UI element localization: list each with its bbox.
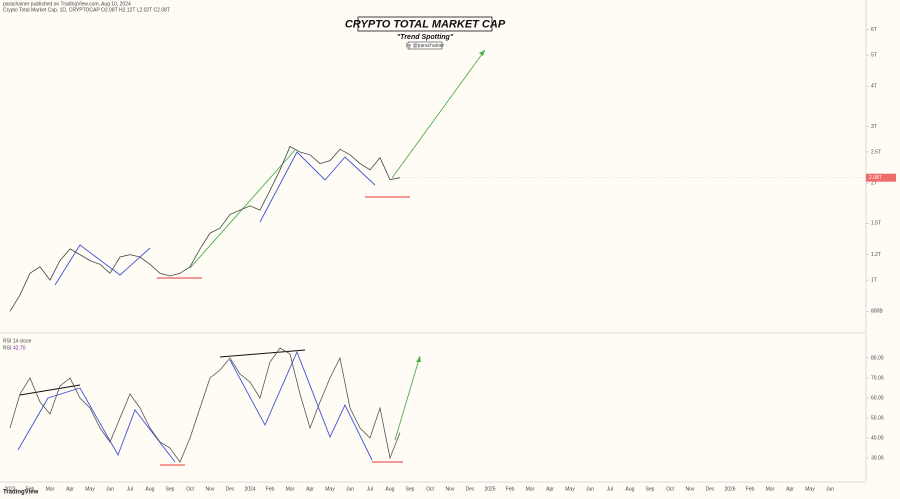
x-tick-label: Jul	[367, 486, 373, 492]
x-tick-label: Mar	[286, 486, 295, 492]
y-tick-label: 70.00	[871, 375, 884, 381]
x-tick-label: Sep	[166, 486, 175, 492]
x-tick-label: Jun	[586, 486, 594, 492]
x-tick-label: Jun	[826, 486, 834, 492]
x-tick-label: Jul	[127, 486, 133, 492]
divergence-line	[219, 349, 306, 358]
legend-name: RSI	[3, 345, 11, 351]
byline-box	[407, 41, 443, 50]
y-tick-label: 40.00	[871, 435, 884, 441]
x-tick-label: Mar	[766, 486, 775, 492]
x-tick-label: 2025	[484, 486, 495, 492]
y-tick-label: 1.2T	[871, 252, 881, 258]
x-tick-label: Sep	[646, 486, 655, 492]
author-line: parachainer published on TradingView.com…	[3, 1, 131, 7]
price-label: 2.08T	[869, 175, 882, 181]
subtitle: "Trend Spotting"	[397, 34, 454, 41]
y-tick-label: 1.5T	[871, 221, 881, 227]
symbol-line: Crypto Total Market Cap, 1D, CRYPTOCAP O…	[3, 7, 170, 13]
x-tick-label: Dec	[226, 486, 235, 492]
x-tick-label: Apr	[306, 486, 314, 492]
y-tick-label: 50.00	[871, 415, 884, 421]
x-tick-label: Oct	[666, 486, 674, 492]
x-tick-label: May	[85, 486, 95, 492]
x-tick-label: Feb	[746, 486, 755, 492]
x-tick-label: Aug	[626, 486, 635, 492]
zigzag	[54, 244, 151, 286]
y-tick-label: 2T	[871, 181, 877, 187]
series-line	[9, 347, 401, 463]
x-tick-label: Apr	[786, 486, 794, 492]
x-tick-label: 2023	[4, 486, 15, 492]
divergence-line	[19, 384, 81, 396]
byline: by @parachainer	[406, 43, 444, 49]
arrow-head	[416, 356, 421, 362]
x-tick-label: Jun	[106, 486, 114, 492]
x-tick-label: 2024	[244, 486, 255, 492]
series-line	[9, 145, 401, 312]
logo: TradingView	[3, 490, 39, 496]
pane-legend: RSI 14 close	[3, 338, 32, 344]
zigzag	[259, 151, 376, 223]
x-tick-label: Oct	[186, 486, 194, 492]
x-tick-label: 2026	[724, 486, 735, 492]
x-tick-label: Sep	[406, 486, 415, 492]
x-tick-label: Jul	[607, 486, 613, 492]
x-tick-label: Aug	[386, 486, 395, 492]
zigzag	[229, 350, 373, 461]
title-box	[357, 16, 493, 32]
y-tick-label: 4T	[871, 84, 877, 90]
x-tick-label: May	[325, 486, 335, 492]
trend-arrow	[391, 49, 486, 179]
x-tick-label: Nov	[206, 486, 215, 492]
x-tick-label: Feb	[266, 486, 275, 492]
x-tick-label: Nov	[686, 486, 695, 492]
y-tick-label: 800B	[871, 309, 883, 315]
y-tick-label: 5T	[871, 52, 877, 58]
x-tick-label: Jun	[346, 486, 354, 492]
trend-arrow	[394, 355, 421, 441]
x-tick-label: Mar	[46, 486, 55, 492]
y-tick-label: 30.00	[871, 455, 884, 461]
x-tick-label: Feb	[26, 486, 35, 492]
x-tick-label: May	[805, 486, 815, 492]
x-tick-label: Feb	[506, 486, 515, 492]
x-tick-label: Aug	[146, 486, 155, 492]
y-tick-label: 3T	[871, 124, 877, 130]
price-label-box	[866, 173, 896, 182]
chart-title: CRYPTO TOTAL MARKET CAP	[345, 18, 506, 30]
y-tick-label: 80.00	[871, 355, 884, 361]
legend-value: 42.70	[13, 345, 26, 351]
y-tick-label: 6T	[871, 27, 877, 33]
x-tick-label: Dec	[706, 486, 715, 492]
x-tick-label: May	[565, 486, 575, 492]
zigzag	[17, 387, 176, 463]
y-tick-label: 60.00	[871, 395, 884, 401]
y-tick-label: 2.5T	[871, 149, 881, 155]
arrow-head	[479, 50, 485, 56]
x-tick-label: Apr	[66, 486, 74, 492]
x-tick-label: Mar	[526, 486, 535, 492]
x-tick-label: Dec	[466, 486, 475, 492]
x-tick-label: Apr	[546, 486, 554, 492]
y-tick-label: 1T	[871, 277, 877, 283]
x-tick-label: Oct	[426, 486, 434, 492]
drawings	[17, 49, 486, 466]
x-tick-label: Nov	[446, 486, 455, 492]
